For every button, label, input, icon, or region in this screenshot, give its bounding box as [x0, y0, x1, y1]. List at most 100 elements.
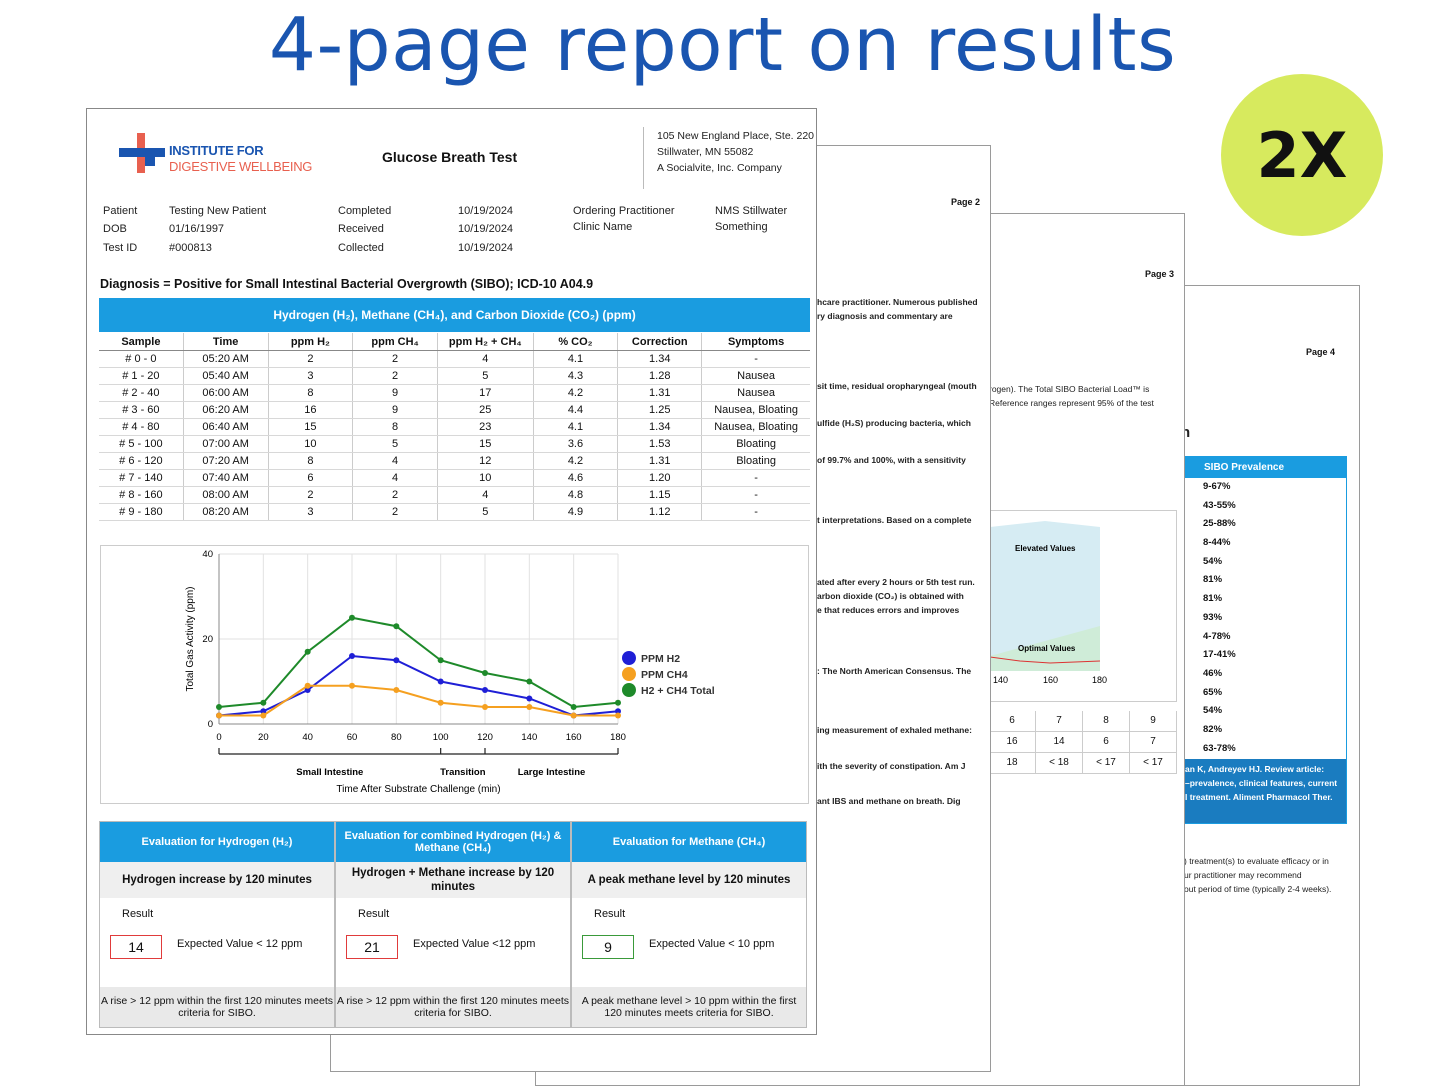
elevated-values-label: Elevated Values: [1015, 544, 1076, 553]
table-cell: 4.1: [533, 418, 619, 436]
table-cell: 5: [352, 435, 438, 453]
table-cell: 8: [268, 452, 354, 470]
x-tick-label: 60: [347, 732, 358, 743]
evaluation-box-1: Evaluation for combined Hydrogen (H₂) & …: [335, 821, 571, 1028]
p3-results-table: 6 7 8 9 16 14 6 7 18 < 18 < 17 < 17: [989, 711, 1177, 777]
x-tick-label: 100: [433, 732, 449, 743]
table-cell: 3.6: [533, 435, 619, 453]
data-point: [526, 704, 533, 710]
table-cell: 10: [268, 435, 354, 453]
table-cell: 2: [352, 350, 438, 368]
evaluation-subtitle: Hydrogen increase by 120 minutes: [100, 862, 334, 898]
p3-line-1: rogen). The Total SIBO Bacterial Load™ i…: [989, 384, 1150, 394]
table-cell: 4.1: [533, 350, 619, 368]
prevalence-item: 81%: [1203, 593, 1223, 605]
results-table-body: # 0 - 0 05:20 AM 2 2 4 4.1 1.34- # 1 - 20 05:40 …: [99, 350, 810, 521]
dob-value: 01/16/1997: [169, 223, 225, 235]
data-point: [393, 623, 400, 630]
table-cell: Nausea, Bloating: [701, 401, 810, 419]
badge-2x: 2X: [1221, 74, 1383, 236]
data-point: [570, 712, 577, 719]
table-cell: 3: [268, 503, 354, 521]
p3-line-2: Reference ranges represent 95% of the te…: [989, 398, 1154, 408]
data-point: [393, 657, 400, 664]
col-header-5: % CO₂: [533, 333, 619, 351]
table-cell: 4: [437, 486, 534, 504]
p2-line-2: sit time, residual oropharyngeal (mouth: [817, 381, 977, 391]
test-title: Glucose Breath Test: [382, 149, 518, 165]
diagnosis: Diagnosis = Positive for Small Intestina…: [100, 277, 594, 291]
legend-marker-1: [622, 667, 636, 681]
p3-table-cell: 6: [989, 711, 1036, 732]
table-cell: 2: [352, 367, 438, 385]
legend-label-0: PPM H2: [641, 653, 680, 665]
collected-value: 10/19/2024: [458, 242, 514, 254]
p2-line-10: ing measurement of exhaled methane:: [817, 725, 972, 735]
table-cell: 3: [268, 367, 354, 385]
table-cell: Bloating: [701, 452, 810, 470]
table-row: # 1 - 20 05:40 AM 3 2 5 4.3 1.28 Nausea: [99, 367, 810, 385]
p3-table-cell: 14: [1036, 732, 1083, 753]
p2-line-12: ant IBS and methane on breath. Dig: [817, 796, 961, 806]
p2-line-6: ated after every 2 hours or 5th test run…: [817, 577, 975, 587]
report-page-1: INSTITUTE FOR DIGESTIVE WELLBEING Glucos…: [86, 108, 817, 1035]
table-row: # 8 - 160 08:00 AM 2 2 4 4.8 1.15-: [99, 486, 810, 504]
result-label: Result: [594, 908, 626, 920]
x-tick-label: 40: [302, 732, 313, 743]
table-cell: 9: [352, 384, 438, 402]
clinic-value: Something: [715, 221, 768, 233]
evaluation-footer: A peak methane level > 10 ppm within the…: [572, 987, 806, 1027]
table-cell: 4.9: [533, 503, 619, 521]
data-point: [216, 704, 222, 710]
p2-line-0: hcare practitioner. Numerous published: [817, 297, 978, 307]
data-point: [349, 682, 355, 689]
table-cell: 5: [437, 367, 534, 385]
p2-line-1: ry diagnosis and commentary are: [817, 311, 953, 321]
data-point: [482, 704, 488, 710]
table-cell: 2: [268, 486, 354, 504]
prevalence-list: 9-67% 43-55% 25-88% 8-44% 54% 81% 81% 93% 4-78% 1…: [1185, 478, 1346, 758]
table-cell: # 9 - 180: [99, 503, 184, 521]
data-point: [349, 614, 355, 621]
table-cell: 4: [352, 469, 438, 487]
prevalence-item: 8-44%: [1203, 537, 1231, 549]
table-cell: 4.2: [533, 452, 619, 470]
dob-label: DOB: [103, 223, 127, 235]
legend-label-1: PPM CH4: [641, 669, 688, 681]
table-cell: # 8 - 160: [99, 486, 184, 504]
y-tick-label: 20: [202, 634, 213, 645]
col-header-3: ppm CH₄: [352, 333, 438, 351]
page-4-heading-fragment: h: [1181, 424, 1191, 441]
table-cell: 08:20 AM: [183, 503, 269, 521]
data-point: [216, 712, 222, 719]
table-cell: 1.15: [617, 486, 703, 504]
table-cell: 2: [268, 350, 354, 368]
table-cell: 1.20: [617, 469, 703, 487]
prevalence-item: 63-78%: [1203, 742, 1236, 754]
prevalence-item: 93%: [1203, 611, 1223, 623]
evaluation-header: Evaluation for Hydrogen (H₂): [100, 822, 334, 862]
p4-bottom-3: out period of time (typically 2-4 weeks)…: [1184, 884, 1332, 894]
region-label: Transition: [440, 767, 486, 778]
expected-value: Expected Value < 12 ppm: [177, 938, 303, 950]
p3-table-cell: 18: [989, 753, 1036, 774]
p3-tick-180: 180: [1092, 675, 1107, 685]
table-cell: -: [701, 469, 810, 487]
prevalence-item: 54%: [1203, 705, 1223, 717]
p4-bottom-1: ) treatment(s) to evaluate efficacy or i…: [1184, 856, 1329, 866]
table-cell: 07:20 AM: [183, 452, 269, 470]
table-cell: -: [701, 503, 810, 521]
page-4-label: Page 4: [1306, 347, 1336, 357]
p2-line-7: arbon dioxide (CO₂) is obtained with: [817, 591, 964, 601]
table-cell: 06:20 AM: [183, 401, 269, 419]
gas-chart: 0 20 40 60 80 100 120 140 160 180 0 20 40 Small Intes…: [185, 549, 715, 795]
x-tick-label: 160: [566, 732, 582, 743]
ref-line-3: l treatment. Aliment Pharmacol Ther.: [1185, 792, 1333, 802]
table-cell: 23: [437, 418, 534, 436]
data-point: [615, 708, 621, 715]
p2-line-3: ulfide (H₂S) producing bacteria, which: [817, 418, 971, 428]
table-cell: 8: [352, 418, 438, 436]
series-line-2: [218, 616, 619, 709]
table-cell: 1.25: [617, 401, 703, 419]
results-table: Sample Time ppm H₂ ppm CH₄ ppm H₂ + CH₄% CO₂…: [99, 333, 810, 521]
